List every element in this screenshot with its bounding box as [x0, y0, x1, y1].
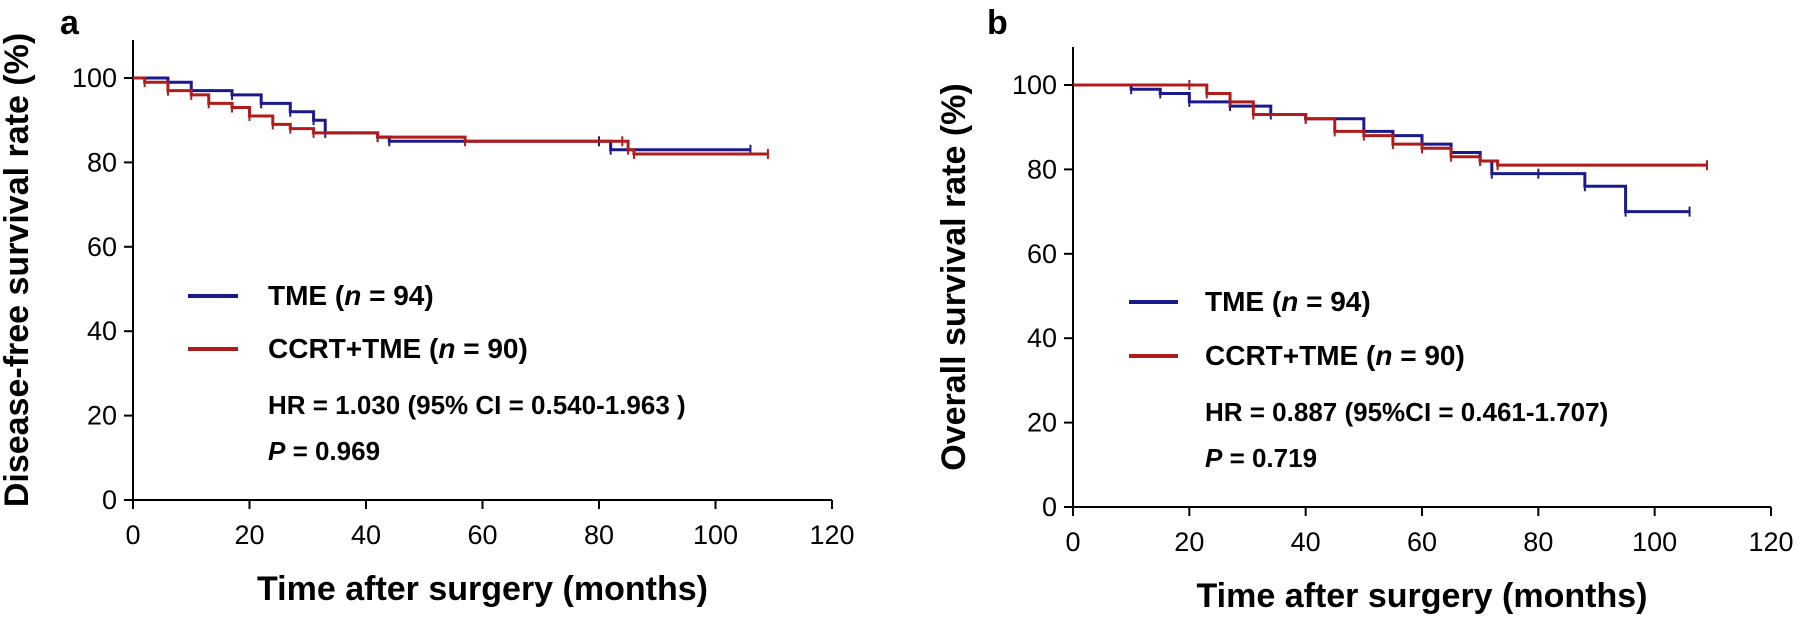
km-curve-tme: [1073, 83, 1690, 214]
panel-b: b 0 20 40 60 80 100 0 20 40 60 80 100 120 Time after s…: [935, 4, 1794, 615]
panel-letter: a: [60, 4, 80, 42]
x-tick-label: 0: [125, 520, 140, 550]
x-tick-label: 100: [1632, 527, 1677, 557]
y-tick-label: 60: [1027, 239, 1057, 269]
x-tick-label: 60: [467, 520, 497, 550]
x-axis-title: Time after surgery (months): [1197, 577, 1648, 615]
y-axis-title: Disease-free survival rate (%): [0, 33, 36, 507]
x-tick-label: 20: [1174, 527, 1204, 557]
x-tick-label: 40: [1291, 527, 1321, 557]
x-tick-label: 100: [693, 520, 738, 550]
x-tick-label: 60: [1407, 527, 1437, 557]
y-tick-label: 0: [1042, 492, 1057, 522]
y-tick-label: 80: [87, 147, 117, 177]
x-tick-label: 80: [584, 520, 614, 550]
x-tick-label: 20: [234, 520, 264, 550]
x-tick-label: 120: [809, 520, 854, 550]
p-value-text: P = 0.719: [1205, 443, 1317, 473]
y-tick-label: 40: [87, 316, 117, 346]
y-tick-label: 20: [1027, 408, 1057, 438]
km-curve-tme: [133, 76, 751, 152]
panel-a: a 0 20 40 60 80 100 0 20 40 60 80 100 120 Time after s…: [0, 4, 855, 608]
y-tick-label: 80: [1027, 154, 1057, 184]
x-tick-label: 0: [1065, 527, 1080, 557]
x-tick-label: 120: [1748, 527, 1793, 557]
y-tick-label: 60: [87, 232, 117, 262]
y-tick-label: 100: [72, 63, 117, 93]
x-tick-label: 40: [351, 520, 381, 550]
x-tick-label: 80: [1523, 527, 1553, 557]
panel-letter: b: [987, 4, 1008, 42]
y-tick-label: 100: [1012, 70, 1057, 100]
y-axis-title: Overall survival rate (%): [935, 83, 973, 470]
legend-label: TME (n = 94): [268, 280, 434, 311]
legend-label: CCRT+TME (n = 90): [1205, 340, 1465, 371]
x-axis-title: Time after surgery (months): [257, 570, 708, 608]
y-tick-label: 0: [102, 485, 117, 515]
hazard-ratio-text: HR = 0.887 (95%CI = 0.461-1.707): [1205, 397, 1608, 427]
legend-label: TME (n = 94): [1205, 286, 1371, 317]
hazard-ratio-text: HR = 1.030 (95% CI = 0.540-1.963 ): [268, 390, 686, 420]
p-value-text: P = 0.969: [268, 436, 380, 466]
legend-label: CCRT+TME (n = 90): [268, 333, 528, 364]
y-tick-label: 20: [87, 401, 117, 431]
km-curve-ccrt-tme: [1073, 83, 1708, 167]
y-tick-label: 40: [1027, 323, 1057, 353]
